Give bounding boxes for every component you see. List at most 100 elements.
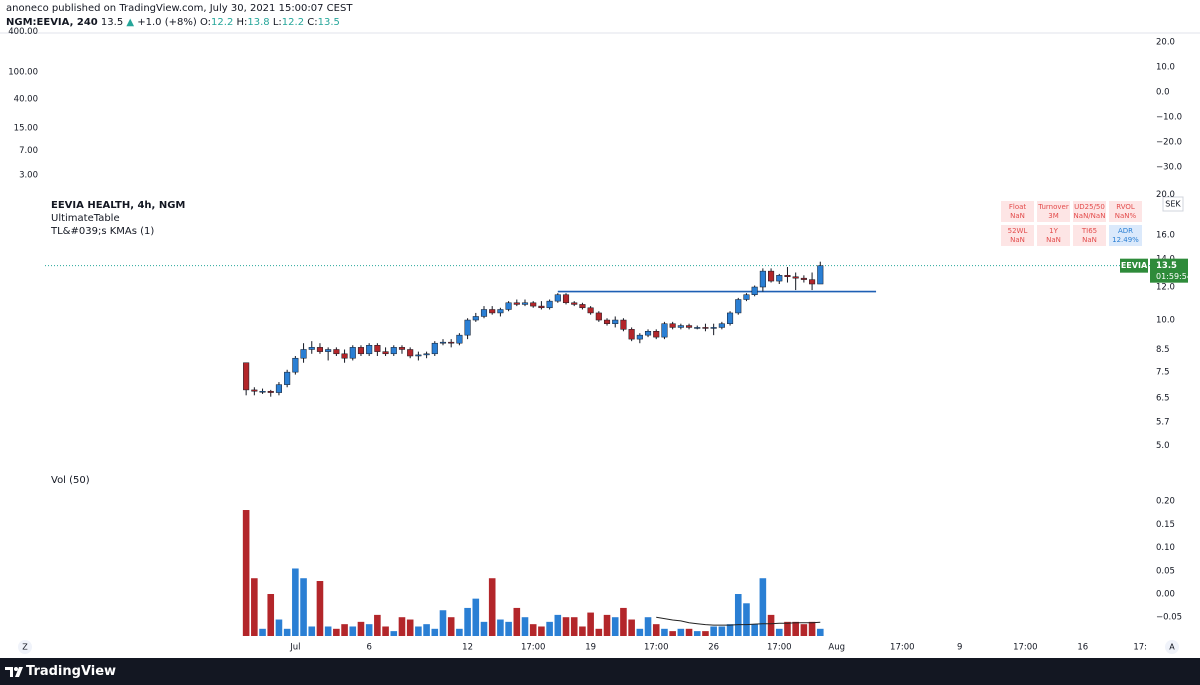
volume-bar — [636, 628, 644, 636]
y-tick-label: 400.00 — [8, 27, 38, 37]
candle-body — [669, 323, 676, 328]
volume-bar — [324, 626, 332, 636]
candle-body — [357, 347, 365, 355]
y-tick-label: 0.15 — [1156, 520, 1175, 530]
volume-bar — [292, 568, 299, 636]
candle-body — [390, 347, 397, 355]
volume-bar — [693, 631, 701, 636]
candle-body — [768, 270, 775, 282]
y-tick-label: 40.00 — [14, 95, 38, 105]
candle-body — [513, 302, 520, 305]
volume-bar — [513, 607, 521, 636]
quote-line: NGM:EEVIA, 240 13.5 ▲ +1.0 (+8%) O:12.2 … — [6, 17, 340, 28]
table-cell: RVOL NaN% — [1109, 201, 1142, 222]
candle-body — [308, 347, 315, 350]
candle-body — [653, 330, 660, 338]
candle-body — [784, 275, 791, 277]
candle-body — [316, 347, 324, 352]
open: 12.2 — [211, 17, 234, 28]
zoom-label[interactable]: Z — [22, 643, 28, 652]
y-tick-label: 5.0 — [1156, 441, 1170, 451]
candle-body — [538, 305, 545, 309]
candle-body — [792, 276, 799, 279]
volume-bar — [538, 626, 545, 636]
y-tick-label: 5.7 — [1156, 417, 1170, 427]
y-tick-label: 0.10 — [1156, 543, 1175, 553]
volume-bar — [529, 624, 537, 636]
cell-label: UD25/50 — [1074, 203, 1105, 211]
volume-bar — [300, 578, 307, 636]
candle-body — [423, 353, 430, 356]
cell-label: 1Y — [1049, 227, 1058, 235]
y-tick-label: 10.0 — [1156, 316, 1175, 326]
volume-bar — [775, 628, 783, 636]
candle-body — [718, 323, 725, 328]
volume-bar — [349, 626, 357, 636]
y-tick-label: 6.5 — [1156, 394, 1170, 404]
volume-bar — [497, 619, 504, 636]
footer: TradingView — [0, 658, 1200, 685]
high: 13.8 — [247, 17, 270, 28]
candle-body — [694, 327, 701, 329]
cell-value: NaN — [1010, 236, 1025, 244]
cell-label: Float — [1008, 203, 1027, 211]
x-tick-label: 17:00 — [1013, 643, 1038, 653]
volume-bar — [316, 581, 324, 636]
volume-bar — [562, 617, 570, 636]
candle-body — [636, 334, 643, 340]
y-tick-label: 0.20 — [1156, 497, 1175, 507]
y-tick-label: 20.0 — [1156, 38, 1175, 48]
candle-body — [366, 345, 373, 355]
candle-body — [251, 389, 258, 392]
candle-body — [612, 319, 619, 324]
candle-body — [800, 277, 807, 280]
cell-label: RVOL — [1116, 203, 1135, 211]
x-tick-label: 6 — [366, 643, 371, 653]
candle-body — [472, 316, 479, 321]
auto-label[interactable]: A — [1169, 643, 1175, 652]
chart-title: EEVIA HEALTH, 4h, NGM — [51, 200, 185, 211]
volume-bar — [382, 626, 389, 636]
low: 12.2 — [281, 17, 305, 28]
candle-body — [595, 312, 602, 321]
x-tick-label: 26 — [708, 643, 719, 653]
candle-body — [349, 347, 356, 359]
y-tick-label: 12.0 — [1156, 283, 1175, 293]
volume-bar — [423, 624, 430, 636]
candle-body — [579, 304, 586, 309]
volume-bar — [800, 624, 808, 636]
volume-bar — [808, 621, 816, 636]
y-tick-label: 16.0 — [1156, 230, 1175, 240]
candle-body — [275, 384, 282, 393]
x-tick-label: 17:00 — [767, 643, 792, 653]
x-tick-label: 12 — [462, 643, 473, 653]
cell-value: NaN — [1046, 236, 1061, 244]
candle-body — [325, 349, 332, 352]
volume-bar — [464, 607, 471, 636]
zoom-button[interactable] — [18, 640, 32, 654]
volume-bar — [308, 626, 316, 636]
candle-body — [333, 349, 340, 355]
currency: SEK — [1165, 200, 1181, 209]
x-tick-label: 17: — [1133, 643, 1147, 653]
volume-bar — [398, 617, 406, 636]
x-tick-label: 17:00 — [521, 643, 546, 653]
candle-body — [562, 294, 570, 304]
volume-bar — [669, 631, 676, 636]
volume-bar — [628, 619, 635, 636]
volume-bar — [374, 614, 381, 636]
logo — [5, 667, 23, 677]
cell-value: NaN% — [1114, 212, 1137, 220]
candle-body — [480, 309, 488, 317]
volume-bar — [587, 612, 594, 636]
x-tick-label: 19 — [585, 643, 596, 653]
auto-button[interactable] — [1165, 640, 1179, 654]
y-tick-label: −0.05 — [1156, 613, 1182, 623]
volume-title: Vol (50) — [51, 475, 90, 486]
candle-body — [554, 294, 561, 302]
candle-body — [374, 345, 381, 352]
volume-bar — [611, 617, 619, 636]
x-tick-label: 16 — [1077, 643, 1088, 653]
